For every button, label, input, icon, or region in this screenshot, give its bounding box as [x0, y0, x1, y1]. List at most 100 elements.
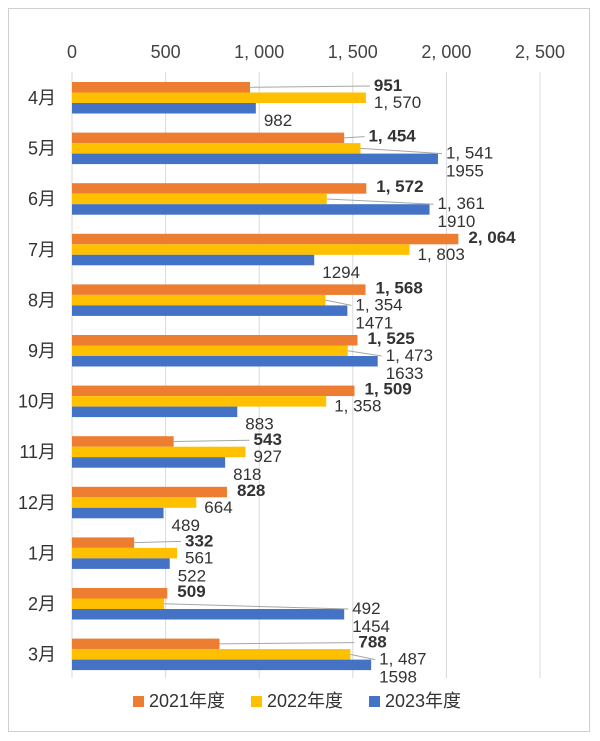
bar [72, 294, 326, 306]
category-label: 3月 [28, 645, 56, 665]
bar [72, 547, 178, 559]
data-label: 818 [233, 465, 261, 484]
data-label: 1454 [352, 617, 390, 636]
leader-line [360, 147, 443, 155]
category-label: 2月 [28, 594, 56, 614]
data-label: 1955 [446, 162, 484, 181]
bar [72, 132, 345, 144]
bar [72, 497, 197, 508]
data-label: 1, 803 [418, 245, 465, 264]
data-label: 927 [254, 447, 282, 466]
data-label: 1294 [322, 263, 360, 282]
data-label: 522 [178, 566, 206, 585]
leader-line [250, 85, 370, 88]
data-label: 1598 [379, 668, 417, 687]
bar [72, 305, 348, 316]
data-label: 489 [172, 516, 200, 535]
data-label: 1, 525 [367, 329, 414, 348]
leader-line [219, 642, 355, 645]
category-label: 12月 [18, 493, 56, 513]
leader-line [164, 603, 349, 610]
legend-label: 2021年度 [149, 691, 225, 711]
legend-swatch [251, 696, 262, 707]
data-label: 788 [358, 633, 386, 652]
bar [72, 143, 361, 154]
data-label: 1910 [438, 212, 476, 231]
x-tick-label: 0 [67, 42, 77, 62]
data-label: 1, 454 [368, 127, 416, 146]
data-label: 828 [237, 481, 265, 500]
bar [72, 588, 168, 599]
category-label: 7月 [28, 240, 56, 260]
bar [72, 659, 372, 671]
category-label: 9月 [28, 341, 56, 361]
bar [72, 345, 348, 356]
data-label: 1, 358 [334, 397, 381, 416]
bar [72, 537, 135, 548]
category-label: 6月 [28, 189, 56, 209]
bar [72, 649, 351, 660]
leader-line [326, 198, 434, 205]
data-label: 1471 [355, 313, 393, 332]
bar [72, 507, 164, 519]
legend-swatch [133, 696, 144, 707]
category-label: 10月 [18, 392, 56, 412]
data-label: 509 [177, 582, 205, 601]
bar [72, 284, 366, 295]
data-label: 1, 354 [355, 295, 402, 314]
leader-line [344, 136, 365, 139]
data-label: 982 [264, 111, 292, 130]
x-tick-label: 1, 000 [234, 42, 284, 62]
bar [72, 446, 246, 458]
bar [72, 335, 358, 346]
bar [72, 406, 238, 418]
data-label: 1, 572 [376, 177, 423, 196]
leader-line [173, 439, 250, 442]
x-tick-label: 2, 500 [515, 42, 565, 62]
bar [72, 638, 220, 650]
data-label: 1, 570 [374, 93, 421, 112]
bar [72, 436, 174, 447]
data-label: 561 [185, 548, 213, 567]
leader-line [350, 653, 376, 661]
data-label: 664 [204, 498, 232, 517]
bar [72, 558, 170, 569]
bar [72, 396, 327, 407]
category-label: 8月 [28, 290, 56, 310]
legend-label: 2023年度 [385, 691, 461, 711]
bar [72, 233, 459, 245]
data-label: 883 [245, 415, 273, 434]
bar [72, 103, 256, 114]
data-label: 332 [185, 531, 213, 550]
x-tick-label: 2, 000 [421, 42, 471, 62]
leader-line [347, 350, 382, 357]
data-label: 2, 064 [468, 228, 516, 247]
category-label: 11月 [19, 442, 56, 462]
bar [72, 486, 228, 498]
leader-line [134, 540, 182, 544]
bar [72, 254, 315, 266]
bar [72, 82, 251, 93]
data-label: 1, 361 [438, 194, 485, 213]
category-label: 1月 [28, 543, 56, 563]
bar [72, 153, 438, 165]
data-label: 1, 541 [446, 144, 493, 163]
bar [72, 193, 327, 205]
legend-swatch [369, 696, 380, 707]
data-label: 1, 509 [364, 380, 411, 399]
bar [72, 356, 378, 367]
bar [72, 457, 226, 468]
bar [72, 385, 355, 397]
data-label: 1, 487 [379, 650, 426, 669]
category-label: 4月 [28, 88, 56, 108]
x-tick-label: 500 [151, 42, 181, 62]
data-label: 543 [254, 430, 282, 449]
data-label: 492 [352, 599, 380, 618]
data-label: 1, 568 [376, 278, 423, 297]
bar [72, 92, 366, 103]
data-label: 951 [374, 76, 402, 95]
data-label: 1633 [386, 364, 424, 383]
bar [72, 204, 430, 215]
bar [72, 609, 345, 620]
